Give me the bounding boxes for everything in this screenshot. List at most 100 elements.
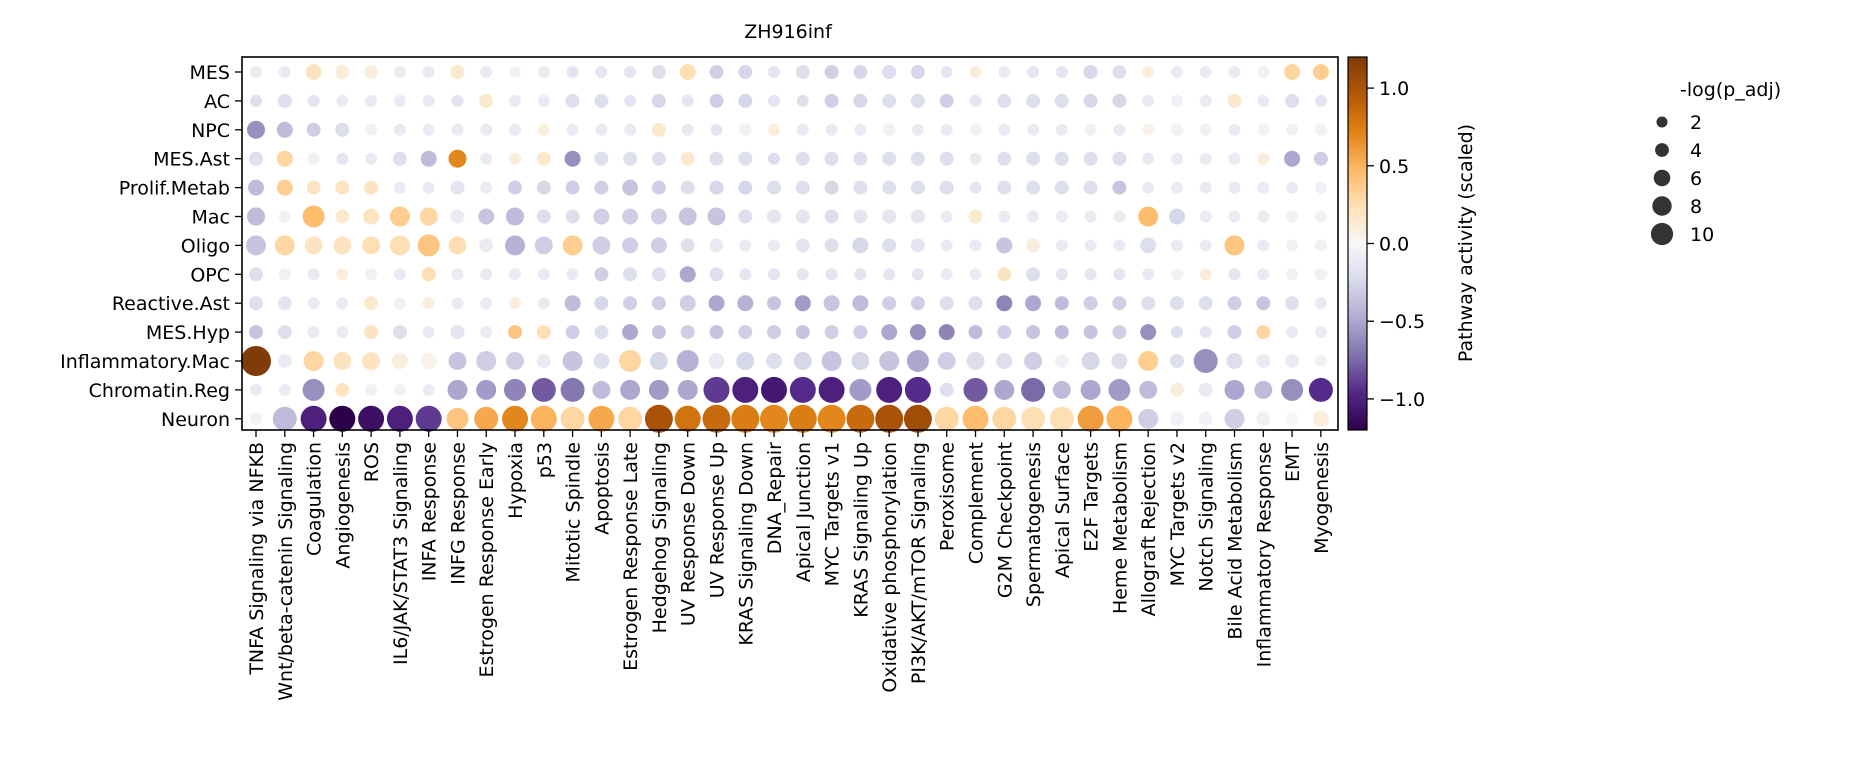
dot-2-5 xyxy=(393,123,406,136)
size-legend-dot xyxy=(1652,196,1672,216)
dot-8-31 xyxy=(1141,296,1156,311)
dot-11-30 xyxy=(1108,378,1131,401)
dot-2-4 xyxy=(365,123,378,136)
colorbar-gradient xyxy=(1347,56,1368,431)
dot-5-20 xyxy=(824,209,839,224)
dot-8-13 xyxy=(623,296,638,311)
dot-7-2 xyxy=(307,268,320,281)
dot-8-27 xyxy=(1025,295,1042,312)
dot-8-30 xyxy=(1112,296,1127,311)
column-label: MYC Targets v1 xyxy=(822,442,844,586)
dot-0-27 xyxy=(1027,66,1040,78)
dot-6-27 xyxy=(1026,238,1041,253)
dot-12-13 xyxy=(618,406,643,431)
dot-8-9 xyxy=(509,297,521,310)
dot-6-7 xyxy=(448,236,467,255)
dot-11-21 xyxy=(849,378,872,401)
dot-4-32 xyxy=(1171,181,1183,194)
colorbar-label: Pathway activity (scaled) xyxy=(1455,124,1477,362)
column-label: Myogenesis xyxy=(1311,442,1333,554)
dot-11-24 xyxy=(939,382,954,397)
column-label: KRAS Signaling Up xyxy=(850,442,872,618)
row-label: MES xyxy=(190,62,230,84)
plot-frame xyxy=(241,56,1339,431)
row-label: Chromatin.Reg xyxy=(89,380,230,402)
dot-1-33 xyxy=(1199,94,1212,107)
dot-10-22 xyxy=(879,351,900,371)
dot-1-27 xyxy=(1026,93,1041,108)
dot-0-3 xyxy=(335,65,350,79)
dot-9-28 xyxy=(1054,325,1069,340)
dot-2-2 xyxy=(306,122,321,137)
dot-7-0 xyxy=(249,267,263,282)
dot-1-5 xyxy=(393,94,406,107)
dot-1-23 xyxy=(910,93,925,108)
dot-5-17 xyxy=(738,209,753,224)
dot-12-2 xyxy=(300,405,327,432)
column-label: UV Response Down xyxy=(678,442,700,626)
dot-3-0 xyxy=(249,151,263,166)
dot-12-27 xyxy=(1021,406,1046,431)
dot-7-13 xyxy=(623,267,638,282)
dot-11-29 xyxy=(1080,379,1101,400)
dot-10-10 xyxy=(536,354,551,368)
dot-4-16 xyxy=(709,180,724,195)
dot-9-4 xyxy=(364,325,379,340)
dot-12-6 xyxy=(415,405,442,432)
dot-2-10 xyxy=(537,123,550,136)
dot-0-22 xyxy=(882,65,897,79)
dot-9-3 xyxy=(336,326,349,339)
dot-12-17 xyxy=(731,404,760,433)
dot-9-32 xyxy=(1171,326,1183,339)
dot-0-28 xyxy=(1055,66,1068,78)
dot-3-4 xyxy=(365,152,378,165)
dot-9-26 xyxy=(997,325,1012,340)
column-label: Oxidative phosphorylation xyxy=(879,442,901,693)
dot-9-2 xyxy=(307,326,320,339)
column-label: ROS xyxy=(361,442,383,482)
dot-5-7 xyxy=(450,209,465,224)
dot-8-10 xyxy=(537,297,550,310)
dot-2-0 xyxy=(247,120,265,139)
dot-5-26 xyxy=(998,210,1011,223)
dot-7-5 xyxy=(393,268,406,281)
dot-12-20 xyxy=(817,404,846,433)
column-label: Mitotic Spindle xyxy=(563,442,585,582)
dot-11-27 xyxy=(1021,377,1046,402)
dot-3-30 xyxy=(1112,151,1127,166)
dot-5-22 xyxy=(882,209,897,224)
dot-10-7 xyxy=(448,352,467,370)
dot-10-23 xyxy=(906,350,929,372)
dot-6-3 xyxy=(333,236,352,255)
dot-10-12 xyxy=(593,353,610,369)
dot-6-29 xyxy=(1084,239,1097,252)
dot-0-20 xyxy=(824,65,839,79)
dot-1-0 xyxy=(250,94,262,107)
dot-1-24 xyxy=(939,93,954,108)
dot-12-3 xyxy=(329,405,356,432)
dot-0-32 xyxy=(1171,66,1183,78)
dot-5-33 xyxy=(1199,210,1212,223)
dot-0-37 xyxy=(1312,64,1329,80)
dot-0-19 xyxy=(795,65,810,79)
dot-11-4 xyxy=(365,383,378,396)
column-label: Peroxisome xyxy=(937,442,959,551)
column-label: MYC Targets v2 xyxy=(1167,442,1189,586)
dot-12-14 xyxy=(644,404,673,433)
dot-1-37 xyxy=(1314,94,1327,107)
dot-8-1 xyxy=(277,296,292,311)
dot-9-10 xyxy=(536,325,551,340)
dot-5-9 xyxy=(506,207,524,226)
dot-6-31 xyxy=(1140,237,1157,254)
dot-10-11 xyxy=(562,351,583,371)
dot-7-36 xyxy=(1286,268,1299,281)
dot-5-11 xyxy=(565,209,580,224)
dot-4-21 xyxy=(853,180,868,195)
dot-8-37 xyxy=(1314,297,1327,310)
dot-0-10 xyxy=(537,66,550,78)
dot-5-14 xyxy=(650,208,667,225)
dot-10-5 xyxy=(391,353,408,369)
dot-5-21 xyxy=(853,209,868,224)
size-legend-title: -log(p_adj) xyxy=(1680,79,1781,101)
dot-6-35 xyxy=(1257,239,1270,252)
